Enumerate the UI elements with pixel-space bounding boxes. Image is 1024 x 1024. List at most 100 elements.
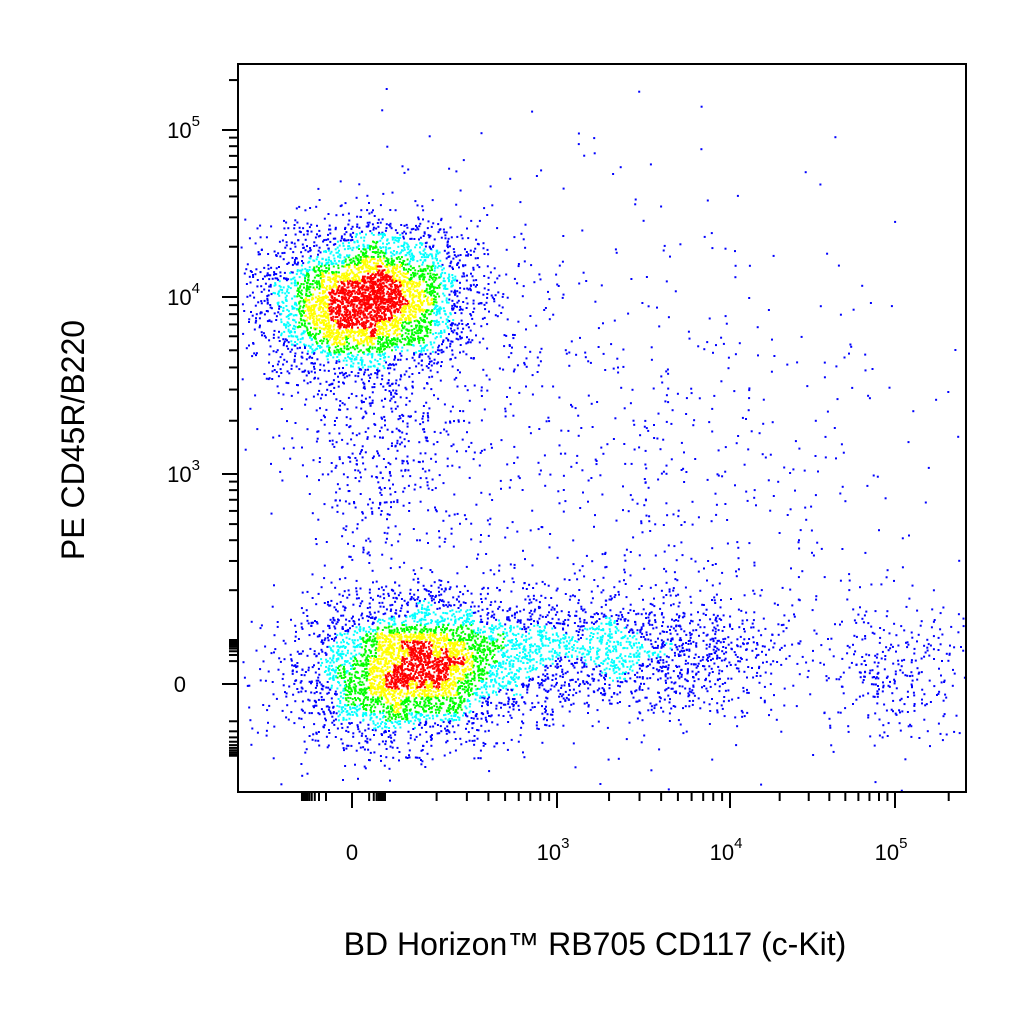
- event-dot: [391, 322, 394, 325]
- event-dot: [318, 329, 321, 332]
- event-dot: [360, 236, 363, 239]
- event-dot: [382, 353, 385, 356]
- event-dot: [338, 249, 340, 252]
- event-dot: [453, 289, 456, 292]
- event-dot: [373, 302, 376, 305]
- event-dot: [528, 644, 531, 646]
- event-dot: [379, 233, 382, 236]
- event-dot: [448, 275, 451, 278]
- event-dot: [314, 322, 317, 325]
- event-dot: [342, 306, 345, 309]
- event-dot: [368, 380, 370, 383]
- event-dot: [416, 324, 419, 327]
- event-dot: [438, 276, 441, 279]
- event-dot: [310, 298, 313, 301]
- event-dot: [270, 225, 273, 228]
- event-dot: [418, 601, 421, 604]
- event-dot: [338, 360, 341, 363]
- event-dot: [384, 301, 387, 304]
- event-dot: [322, 314, 325, 317]
- event-dot: [388, 224, 391, 226]
- event-dot: [253, 352, 256, 355]
- event-dot: [315, 274, 318, 277]
- event-dot: [318, 634, 321, 636]
- event-dot: [330, 331, 333, 334]
- event-dot: [415, 285, 418, 288]
- event-dot: [402, 327, 405, 330]
- event-dot: [397, 237, 400, 240]
- event-dot: [320, 263, 323, 266]
- event-dot: [454, 323, 457, 326]
- event-dot: [410, 237, 413, 240]
- event-dot: [343, 248, 346, 251]
- event-dot: [339, 347, 342, 350]
- event-dot: [451, 284, 454, 287]
- event-dot: [428, 291, 431, 294]
- event-dot: [368, 246, 371, 249]
- event-dot: [333, 323, 336, 326]
- event-dot: [322, 698, 325, 701]
- event-dot: [434, 286, 437, 289]
- event-dot: [407, 268, 410, 271]
- event-dot: [379, 204, 382, 207]
- event-dot: [342, 318, 345, 321]
- event-dot: [413, 238, 416, 240]
- event-dot: [421, 319, 424, 322]
- event-dot: [377, 306, 380, 309]
- event-dot: [371, 289, 374, 292]
- event-dot: [479, 659, 482, 662]
- event-dot: [315, 205, 318, 208]
- event-dot: [356, 275, 359, 278]
- event-dot: [292, 327, 294, 330]
- event-dot: [339, 290, 342, 293]
- event-dot: [300, 622, 303, 625]
- event-dot: [322, 297, 325, 300]
- event-dot: [243, 272, 246, 275]
- event-dot: [434, 274, 437, 276]
- event-dot: [319, 274, 322, 276]
- event-dot: [281, 289, 284, 291]
- event-dot: [344, 291, 347, 294]
- event-dot: [304, 671, 307, 673]
- event-dot: [402, 281, 405, 284]
- event-dot: [344, 687, 347, 690]
- event-dot: [287, 227, 290, 230]
- event-dot: [335, 273, 338, 276]
- event-dot: [465, 307, 468, 309]
- event-dot: [366, 270, 369, 272]
- event-dot: [473, 692, 476, 695]
- event-dot: [489, 271, 492, 274]
- event-dot: [363, 387, 366, 390]
- event-dot: [437, 332, 440, 335]
- event-dot: [259, 253, 261, 256]
- event-dot: [323, 286, 325, 289]
- event-dot: [440, 348, 443, 351]
- event-dot: [430, 290, 433, 293]
- event-dot: [293, 360, 296, 363]
- event-dot: [412, 281, 415, 284]
- event-dot: [300, 362, 303, 365]
- event-dot: [538, 273, 541, 276]
- event-dot: [372, 268, 374, 271]
- event-dot: [362, 708, 365, 711]
- event-dot: [357, 312, 360, 314]
- event-dot: [347, 330, 350, 332]
- event-dot: [327, 268, 330, 271]
- event-dot: [354, 299, 357, 302]
- event-dot: [452, 634, 455, 637]
- event-dot: [423, 232, 426, 235]
- event-dot: [321, 286, 324, 289]
- event-dot: [449, 342, 452, 345]
- event-dot: [330, 310, 333, 313]
- event-dot: [258, 317, 261, 320]
- event-dot: [413, 614, 416, 617]
- event-dot: [245, 347, 248, 350]
- event-dot: [360, 266, 363, 268]
- event-dot: [384, 246, 387, 249]
- event-dot: [290, 340, 293, 343]
- event-dot: [439, 316, 442, 319]
- event-dot: [374, 251, 377, 254]
- event-dot: [370, 310, 373, 313]
- event-dot: [488, 310, 490, 313]
- event-dot: [385, 340, 388, 343]
